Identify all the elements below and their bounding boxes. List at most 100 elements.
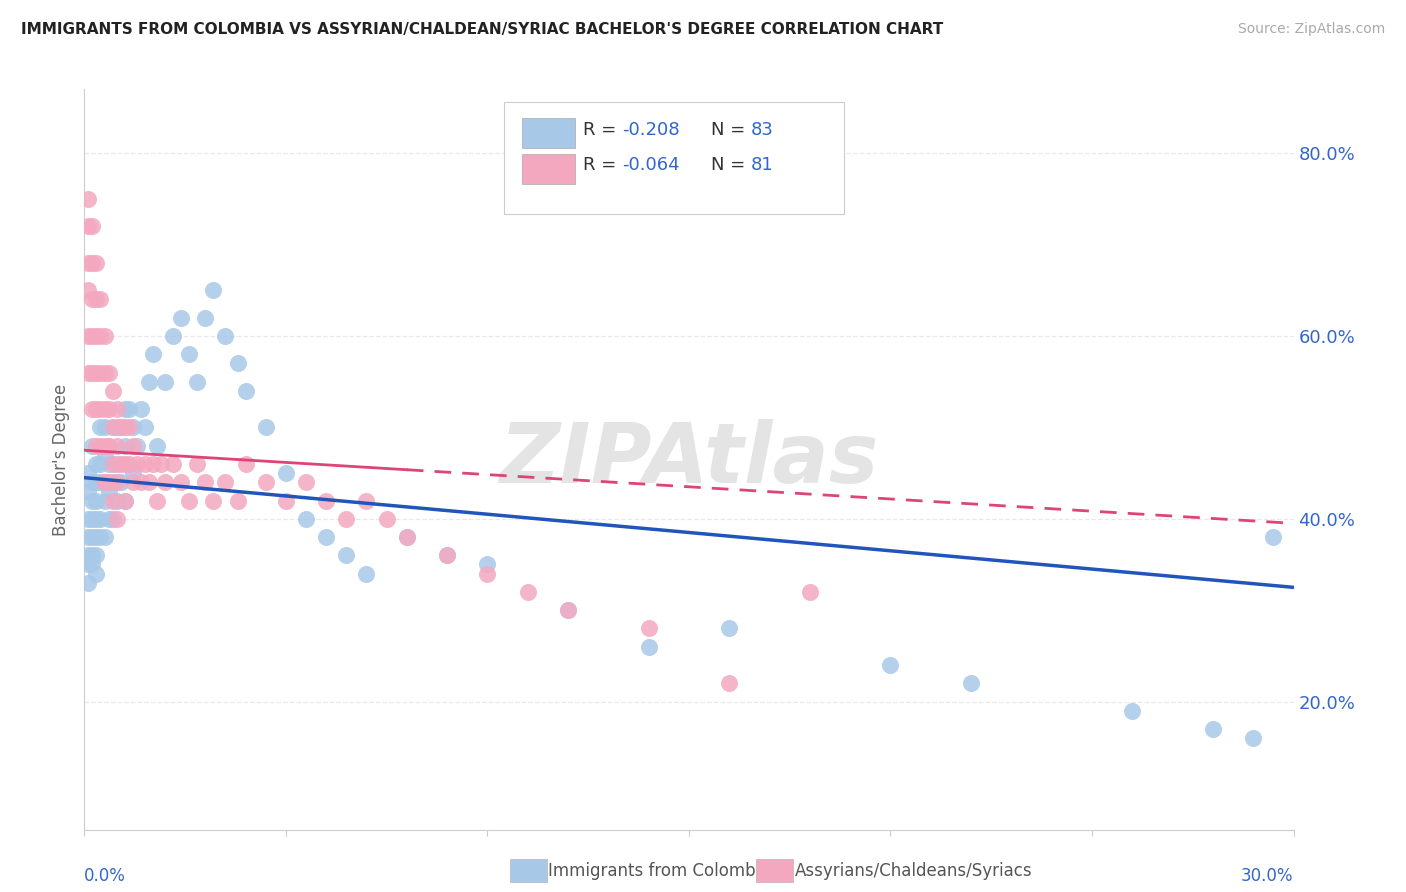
Point (97, 366, 120, 380)
Point (82, 475, 104, 490)
Text: N =: N = (710, 121, 751, 139)
Point (110, 420, 132, 434)
Point (295, 512, 318, 526)
Point (118, 420, 141, 434)
Point (162, 457, 184, 471)
Point (214, 329, 236, 343)
Text: 81: 81 (751, 156, 773, 175)
Point (93, 493, 115, 508)
Point (557, 603, 579, 617)
Point (101, 420, 124, 434)
Point (186, 457, 208, 471)
Point (142, 457, 165, 471)
Point (1263, 530, 1285, 544)
Text: R =: R = (582, 156, 621, 175)
Point (77, 192, 100, 206)
Point (82, 256, 104, 270)
Text: 83: 83 (751, 121, 773, 139)
Point (121, 475, 143, 490)
Point (295, 475, 318, 490)
Point (105, 475, 128, 490)
Text: Source: ZipAtlas.com: Source: ZipAtlas.com (1237, 22, 1385, 37)
Point (77, 466, 100, 480)
Point (77, 256, 100, 270)
Point (86, 530, 108, 544)
Point (186, 375, 208, 389)
Point (129, 475, 152, 490)
Point (125, 457, 148, 471)
Point (235, 384, 257, 398)
Point (718, 676, 741, 690)
Point (77, 366, 100, 380)
Text: ZIPAtlas: ZIPAtlas (499, 419, 879, 500)
Point (97, 484, 120, 499)
Point (93, 475, 115, 490)
Point (138, 475, 160, 490)
Point (82, 402, 104, 417)
Point (110, 420, 132, 434)
Point (146, 493, 169, 508)
Point (93, 439, 115, 453)
Point (121, 466, 143, 480)
Point (202, 493, 225, 508)
Point (97, 475, 120, 490)
Point (1241, 731, 1264, 746)
Point (105, 420, 128, 434)
Point (97, 439, 120, 453)
Point (436, 549, 458, 563)
Point (101, 493, 124, 508)
Point (77, 575, 100, 590)
Text: -0.208: -0.208 (623, 121, 681, 139)
Point (89, 420, 111, 434)
Point (82, 293, 104, 307)
Point (93, 402, 115, 417)
Point (86, 493, 108, 508)
Point (93, 366, 115, 380)
Y-axis label: Bachelor's Degree: Bachelor's Degree (52, 384, 70, 535)
Point (93, 530, 115, 544)
Point (114, 493, 136, 508)
Point (77, 329, 100, 343)
FancyBboxPatch shape (503, 102, 844, 213)
Point (86, 293, 108, 307)
Point (110, 457, 132, 471)
FancyBboxPatch shape (522, 118, 575, 148)
Point (77, 484, 100, 499)
Point (101, 475, 124, 490)
Point (101, 457, 124, 471)
Point (162, 329, 184, 343)
Point (82, 366, 104, 380)
Text: 0.0%: 0.0% (84, 867, 127, 885)
Point (97, 457, 120, 471)
Point (395, 530, 418, 544)
Text: 30.0%: 30.0% (1241, 867, 1294, 885)
Point (477, 566, 499, 581)
Point (315, 493, 337, 508)
Point (637, 622, 659, 636)
Point (194, 310, 217, 325)
Point (274, 493, 297, 508)
Text: -0.064: -0.064 (623, 156, 681, 175)
Point (118, 457, 141, 471)
Point (114, 493, 136, 508)
Point (214, 475, 236, 490)
Point (516, 585, 538, 599)
Point (436, 549, 458, 563)
Point (89, 366, 111, 380)
Point (153, 475, 176, 490)
Point (1121, 704, 1143, 718)
Point (86, 512, 108, 526)
Point (960, 676, 983, 690)
Point (82, 558, 104, 572)
Point (86, 475, 108, 490)
Point (105, 493, 128, 508)
Point (105, 402, 128, 417)
Point (118, 402, 141, 417)
Point (93, 420, 115, 434)
Point (637, 640, 659, 654)
Point (82, 512, 104, 526)
Point (395, 530, 418, 544)
Point (121, 420, 143, 434)
Point (254, 420, 277, 434)
Point (86, 402, 108, 417)
